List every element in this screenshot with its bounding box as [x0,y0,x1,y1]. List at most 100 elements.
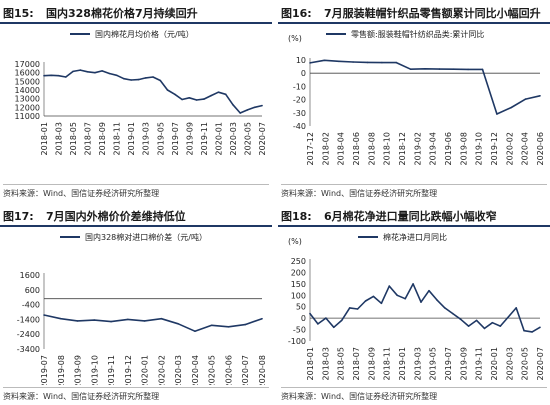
x-tick-label: 2019-11 [200,122,209,155]
data-point [115,74,118,77]
y-tick-label: 0 [301,314,306,323]
x-tick-label: 2019-05 [429,347,438,380]
data-point [181,98,183,101]
data-point [340,319,343,322]
data-point [177,323,179,325]
x-tick-label: 2019-06 [444,132,453,165]
legend-label: 棉花净进口月同比 [383,232,447,242]
chart-apparel-retail: (%) 零售额:服装鞋帽针纺织品类:累计同比 -40 -30 -20 -10 0 10 2017… [288,29,545,165]
data-point [524,98,527,100]
data-point [159,79,162,82]
unit-label: (%) [288,34,302,43]
y-tick-label: 250 [291,257,306,266]
data-point [144,77,147,79]
data-point [130,79,132,81]
data-point [317,323,319,325]
x-tick-label: 2018-10 [383,132,392,165]
y-tick-label: 200 [291,268,306,277]
data-point [507,316,510,318]
panel-title-bar: 图15: 国内328棉花价格7月持续回升 [0,0,272,24]
y-tick-label: 16000 [15,69,40,78]
data-point [94,71,96,74]
data-point [203,98,205,100]
x-tick-label: 2020-04 [521,132,530,165]
x-tick-label: 2019-04 [429,132,438,165]
y-tick-label: 13000 [15,95,40,104]
x-tick-label: 2020-06 [224,355,233,385]
y-tick-label: 100 [291,291,306,300]
data-point [210,94,212,97]
x-tick-label: 2018-06 [352,132,361,165]
x-tick-label: 2019-10 [475,132,484,165]
y-tick-label: 17000 [15,60,40,69]
data-point [43,74,45,77]
data-point [381,61,383,64]
data-point [210,324,213,327]
y-tick-label: -10 [293,82,306,91]
data-point [459,318,462,321]
data-point [523,329,525,332]
unit-label: (%) [288,237,302,246]
data-point [232,103,234,106]
data-point [438,68,441,70]
data-point [333,326,335,329]
series-line [43,314,263,332]
source-note: 资料来源：Wind、国信证券经济研究所整理 [281,387,547,402]
data-point [309,62,311,64]
data-point [531,331,533,333]
data-point [515,307,517,309]
figure-title: 6月棉花净进口量同比跌幅小幅收窄 [324,210,497,223]
x-tick-label: 2018-01 [306,347,315,380]
data-point [195,99,198,101]
source-note: 资料来源：Wind、国信证券经济研究所整理 [3,184,269,199]
y-tick-label: -30 [293,109,306,118]
data-point [412,283,414,285]
x-tick-label: 2020-05 [521,347,530,380]
data-point [65,76,67,78]
data-point [420,301,422,303]
data-point [499,325,502,327]
x-tick-label: 2020-06 [536,132,545,165]
data-point [467,68,469,71]
x-tick-label: 2018-08 [367,132,376,165]
x-tick-label: 2020-01 [214,122,223,155]
data-point [481,68,484,71]
x-tick-label: 2018-09 [98,122,107,155]
y-tick-label: -20 [293,96,306,105]
x-tick-label: 2020-01 [141,355,150,385]
y-tick-label: 150 [291,280,306,289]
data-point [444,307,446,309]
data-point [194,330,196,332]
series-line [309,283,541,333]
data-point [396,294,398,297]
y-tick-label: 14000 [15,86,40,95]
x-tick-label: 2019-01 [127,122,136,155]
x-tick-label: 2019-11 [107,355,116,385]
data-point [510,106,513,109]
data-point [123,77,125,80]
data-point [108,72,111,75]
data-point [143,320,146,322]
data-point [93,319,96,321]
data-point [86,71,89,73]
data-point [409,68,412,70]
data-point [338,60,340,63]
x-tick-label: 2019-07 [171,122,180,155]
y-tick-label: 1600 [20,271,40,280]
data-point [43,314,45,316]
y-tick-label: 50 [296,303,306,312]
x-tick-label: 2018-12 [398,132,407,165]
data-point [261,317,263,320]
data-point [366,61,369,64]
x-tick-label: 2018-07 [84,122,93,155]
x-tick-label: 2020-03 [229,122,238,155]
data-point [356,308,359,310]
source-note: 资料来源：Wind、国信证券经济研究所整理 [281,184,547,199]
data-point [372,295,375,298]
data-point [79,69,82,71]
data-point [224,93,227,96]
x-tick-label: 2018-05 [69,122,78,155]
x-tick-label: 2019-09 [185,122,194,155]
x-tick-label: 2019-09 [74,355,83,385]
figure-number: 图17: [3,210,34,223]
